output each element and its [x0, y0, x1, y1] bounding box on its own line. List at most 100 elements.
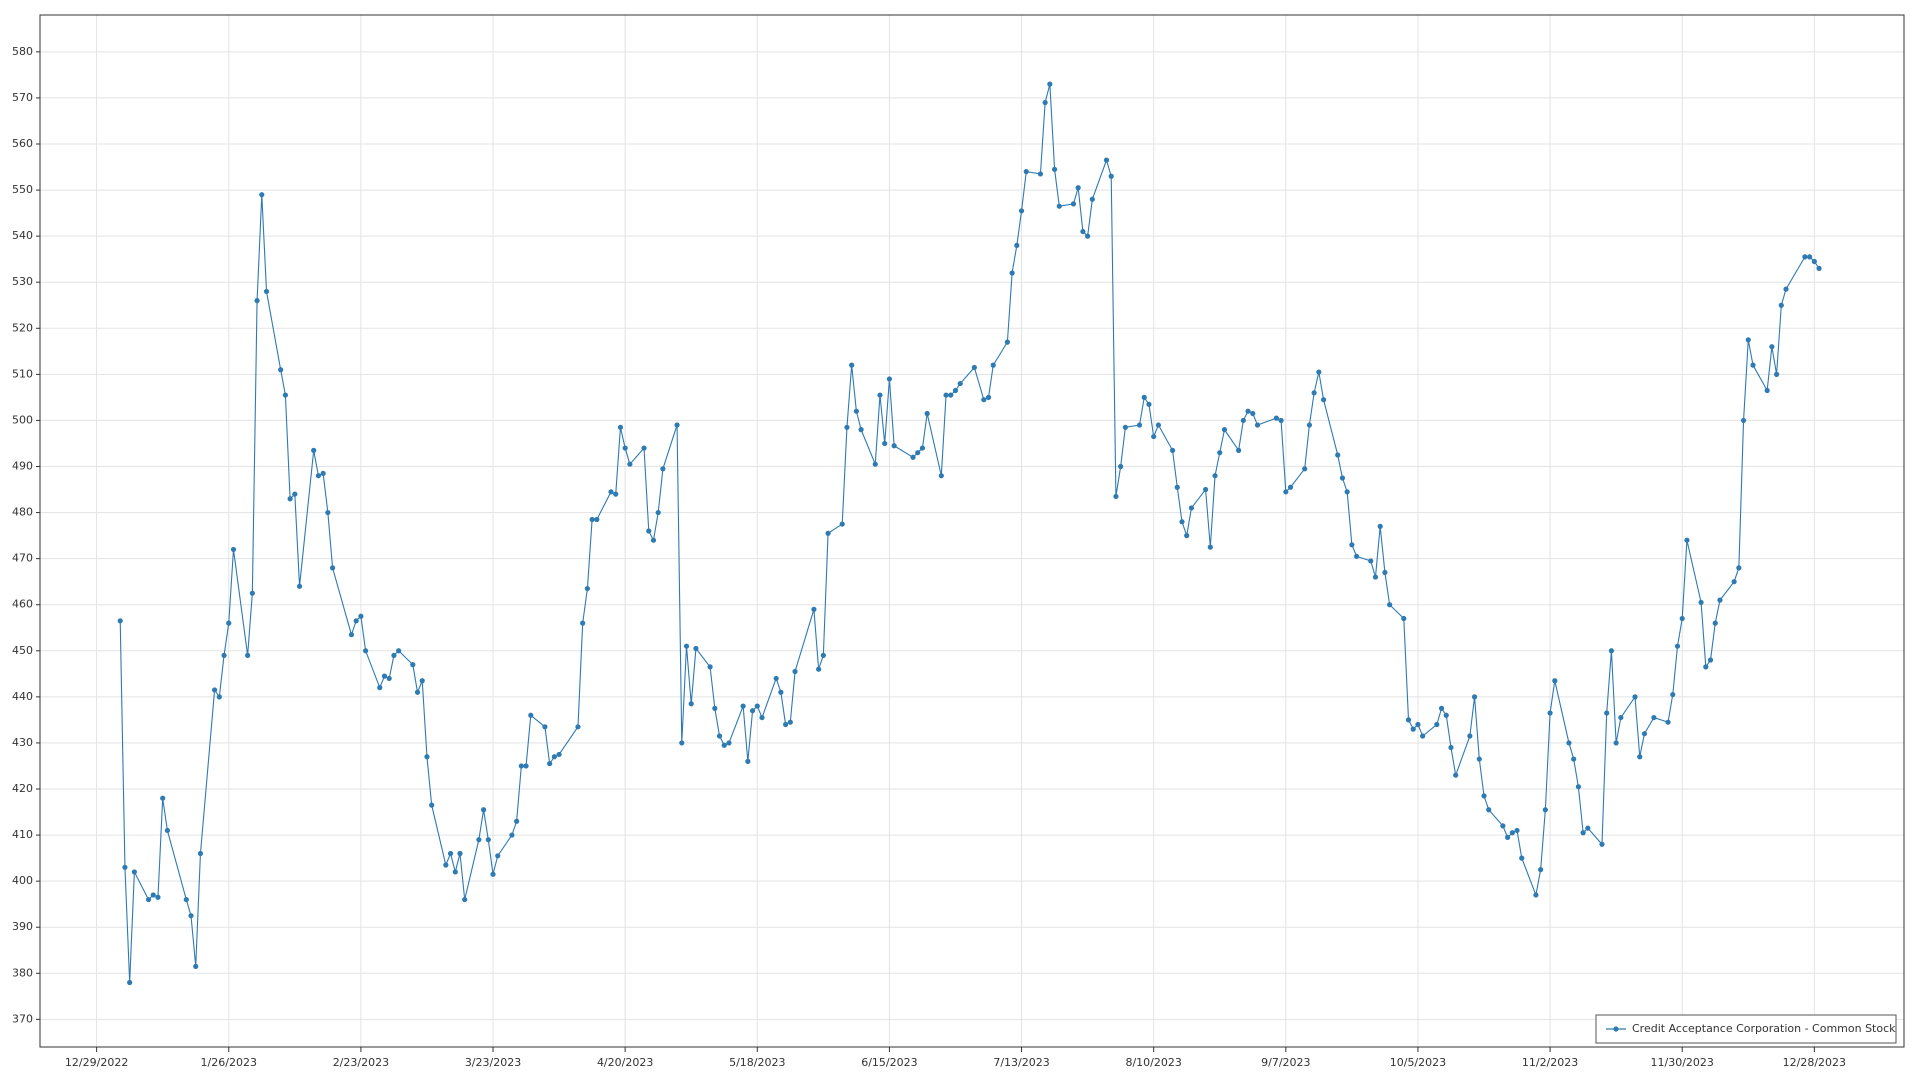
data-point	[660, 466, 666, 472]
data-point	[523, 763, 529, 769]
data-point	[1500, 823, 1506, 829]
data-point	[783, 721, 789, 728]
data-point	[296, 583, 303, 589]
x-tick-label: 9/7/2023	[1261, 1056, 1310, 1069]
data-point	[1169, 447, 1176, 453]
data-point	[919, 445, 926, 451]
data-point	[773, 675, 779, 682]
x-tick-label: 8/10/2023	[1125, 1056, 1181, 1069]
data-point	[1807, 254, 1813, 260]
data-point	[160, 795, 166, 801]
data-point	[712, 705, 718, 711]
y-tick-label: 430	[12, 736, 33, 749]
data-point	[377, 685, 383, 691]
data-point	[886, 376, 893, 382]
data-point	[1037, 171, 1044, 177]
data-point	[844, 424, 850, 430]
data-point	[1670, 691, 1676, 698]
data-point	[419, 678, 425, 684]
data-point	[1146, 401, 1152, 407]
data-point	[650, 537, 657, 543]
data-point	[1604, 710, 1610, 716]
data-point	[646, 528, 652, 534]
y-tick-label: 560	[12, 137, 33, 150]
data-point	[1113, 493, 1119, 500]
data-point	[1236, 447, 1242, 453]
data-point	[716, 733, 723, 739]
data-point	[1316, 369, 1322, 375]
data-point	[1599, 841, 1605, 847]
data-point	[1802, 254, 1808, 260]
data-point	[1420, 733, 1426, 739]
data-point	[924, 410, 930, 417]
data-point	[948, 392, 954, 398]
data-point	[410, 662, 416, 668]
y-tick-label: 420	[12, 782, 33, 795]
data-point	[792, 668, 798, 675]
data-point	[1745, 337, 1751, 343]
data-point	[254, 298, 260, 304]
data-point	[580, 620, 586, 626]
data-point	[457, 850, 463, 857]
data-point	[1250, 410, 1256, 417]
x-tick-label: 3/23/2023	[465, 1056, 521, 1069]
data-point	[1042, 99, 1048, 106]
y-tick-label: 540	[12, 229, 33, 242]
data-point	[1335, 452, 1341, 458]
data-point	[311, 447, 317, 453]
data-point	[197, 850, 204, 857]
data-point	[1377, 523, 1383, 529]
data-point	[315, 473, 322, 479]
data-point	[1382, 569, 1388, 576]
data-point	[655, 509, 661, 516]
data-point	[122, 864, 128, 870]
legend-label: Credit Acceptance Corporation - Common S…	[1632, 1022, 1896, 1035]
data-point	[1349, 542, 1355, 548]
data-point	[882, 440, 888, 447]
data-point	[1505, 834, 1511, 840]
y-tick-label: 470	[12, 552, 33, 565]
data-point	[462, 896, 468, 903]
data-point	[622, 445, 628, 451]
data-point	[1717, 597, 1723, 603]
data-point	[1410, 726, 1416, 732]
data-point	[1174, 484, 1180, 490]
data-point	[259, 192, 265, 198]
data-point	[188, 913, 194, 919]
data-point	[329, 565, 336, 571]
data-point	[1245, 408, 1251, 414]
data-point	[981, 397, 987, 403]
data-point	[1552, 678, 1558, 684]
data-point	[849, 362, 855, 368]
data-point	[391, 652, 397, 658]
y-tick-label: 580	[12, 45, 33, 58]
data-point	[429, 802, 435, 808]
data-point	[1703, 664, 1709, 670]
data-point	[740, 703, 746, 709]
data-point	[1712, 620, 1718, 626]
data-point	[1415, 721, 1421, 728]
x-tick-label: 11/30/2023	[1651, 1056, 1714, 1069]
data-point	[759, 714, 765, 721]
data-point	[155, 894, 161, 900]
data-point	[292, 491, 298, 497]
x-tick-label: 5/18/2023	[729, 1056, 785, 1069]
data-point	[1750, 362, 1756, 368]
data-point	[957, 380, 963, 387]
y-tick-label: 570	[12, 91, 33, 104]
data-point	[452, 869, 458, 875]
data-point	[551, 754, 557, 760]
x-tick-label: 4/20/2023	[597, 1056, 653, 1069]
data-point	[1302, 466, 1308, 472]
data-point	[480, 807, 487, 813]
data-point	[683, 643, 690, 649]
data-point	[754, 703, 760, 709]
data-point	[608, 489, 614, 495]
y-tick-label: 440	[12, 690, 33, 703]
data-point	[164, 827, 171, 834]
data-point	[1188, 505, 1195, 511]
data-point	[1004, 339, 1010, 345]
x-tick-label: 6/15/2023	[861, 1056, 917, 1069]
data-point	[1056, 203, 1062, 209]
data-point	[1070, 201, 1077, 207]
